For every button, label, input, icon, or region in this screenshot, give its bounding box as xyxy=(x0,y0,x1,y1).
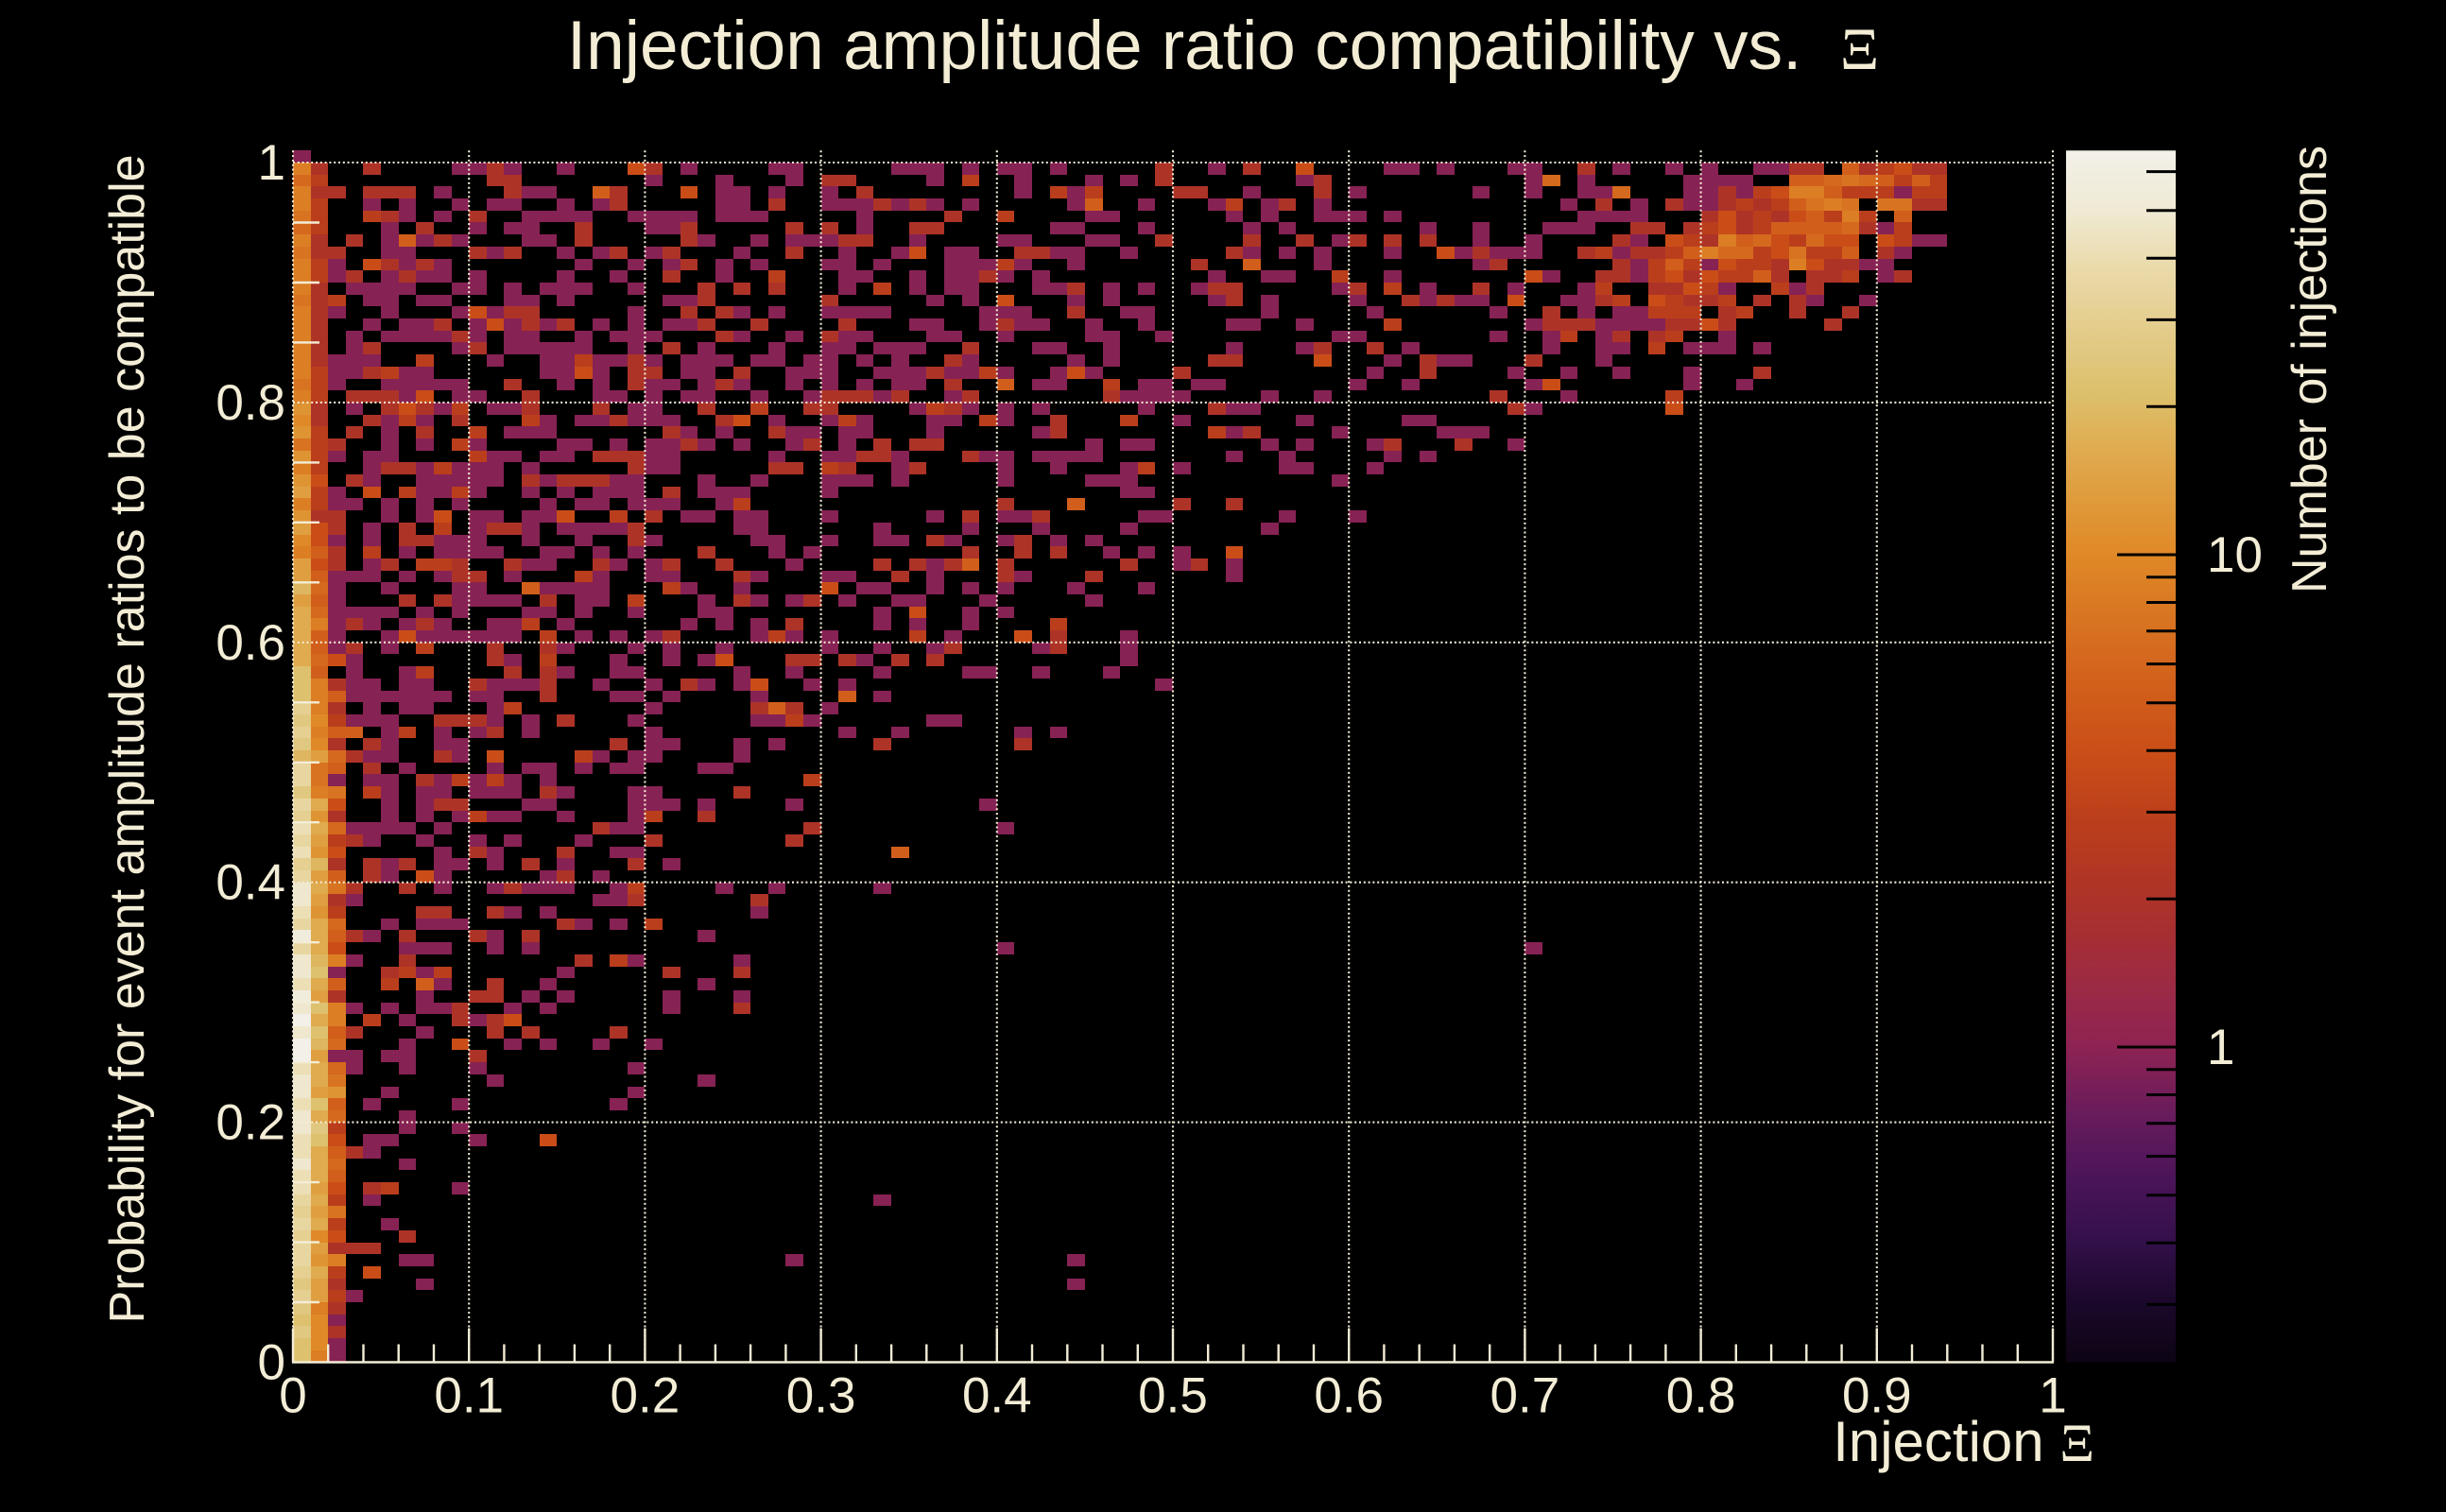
svg-text:0.4: 0.4 xyxy=(215,855,285,911)
svg-text:0.1: 0.1 xyxy=(434,1368,504,1424)
svg-text:0.5: 0.5 xyxy=(1138,1368,1208,1424)
svg-text:0.4: 0.4 xyxy=(962,1368,1032,1424)
svg-text:0: 0 xyxy=(279,1368,306,1424)
svg-text:1: 1 xyxy=(258,135,285,191)
svg-text:0.8: 0.8 xyxy=(215,375,285,431)
svg-text:Injection Ξ: Injection Ξ xyxy=(1833,1410,2094,1473)
svg-text:0.6: 0.6 xyxy=(1314,1368,1384,1424)
svg-text:0.2: 0.2 xyxy=(215,1095,285,1151)
svg-text:0.8: 0.8 xyxy=(1666,1368,1736,1424)
svg-text:0.7: 0.7 xyxy=(1490,1368,1560,1424)
svg-text:Probability for event amplitud: Probability for event amplitude ratios t… xyxy=(100,154,155,1323)
svg-text:10: 10 xyxy=(2207,527,2263,583)
svg-text:Injection amplitude ratio comp: Injection amplitude ratio compatibility … xyxy=(567,8,1879,84)
svg-text:1: 1 xyxy=(2207,1020,2234,1075)
svg-text:0.2: 0.2 xyxy=(611,1368,680,1424)
svg-text:0: 0 xyxy=(258,1335,285,1391)
svg-text:0.3: 0.3 xyxy=(786,1368,856,1424)
svg-text:Number of injections: Number of injections xyxy=(2282,146,2337,593)
svg-text:0.9: 0.9 xyxy=(1842,1368,1912,1424)
svg-text:0.6: 0.6 xyxy=(215,615,285,671)
svg-text:1: 1 xyxy=(2039,1368,2066,1424)
